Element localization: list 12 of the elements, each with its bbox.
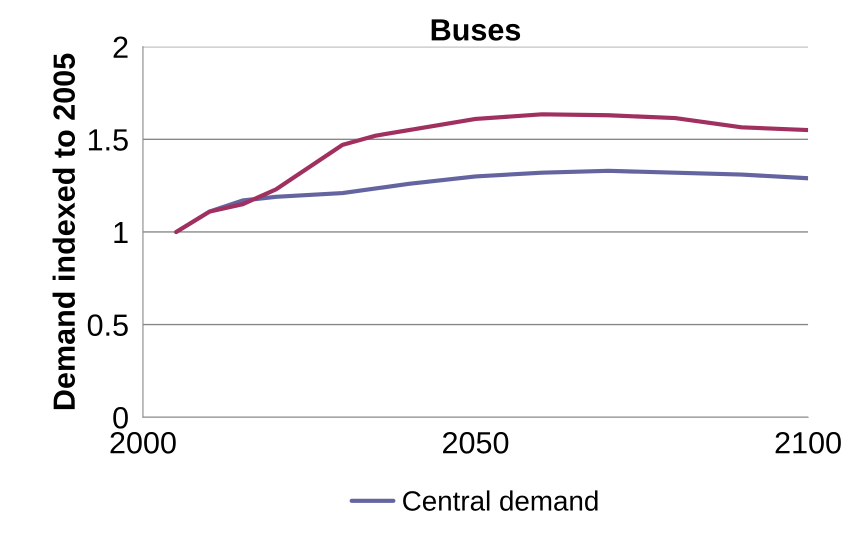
y-tick-label: 0.5: [88, 314, 128, 336]
legend-label: Central demand: [403, 490, 598, 511]
x-tick-label: 2100: [776, 432, 841, 454]
y-axis-title: Demand indexed to 2005: [52, 54, 75, 410]
y-tick-label: 1: [114, 222, 128, 244]
y-tick-label: 2: [114, 36, 128, 58]
x-tick-label: 2000: [110, 432, 176, 454]
chart-title: Buses: [432, 19, 520, 41]
x-tick-label: 2050: [443, 432, 508, 454]
line-series: [174, 112, 808, 234]
y-tick-label: 0: [113, 406, 128, 429]
y-tick-label: 1.5: [88, 129, 128, 151]
